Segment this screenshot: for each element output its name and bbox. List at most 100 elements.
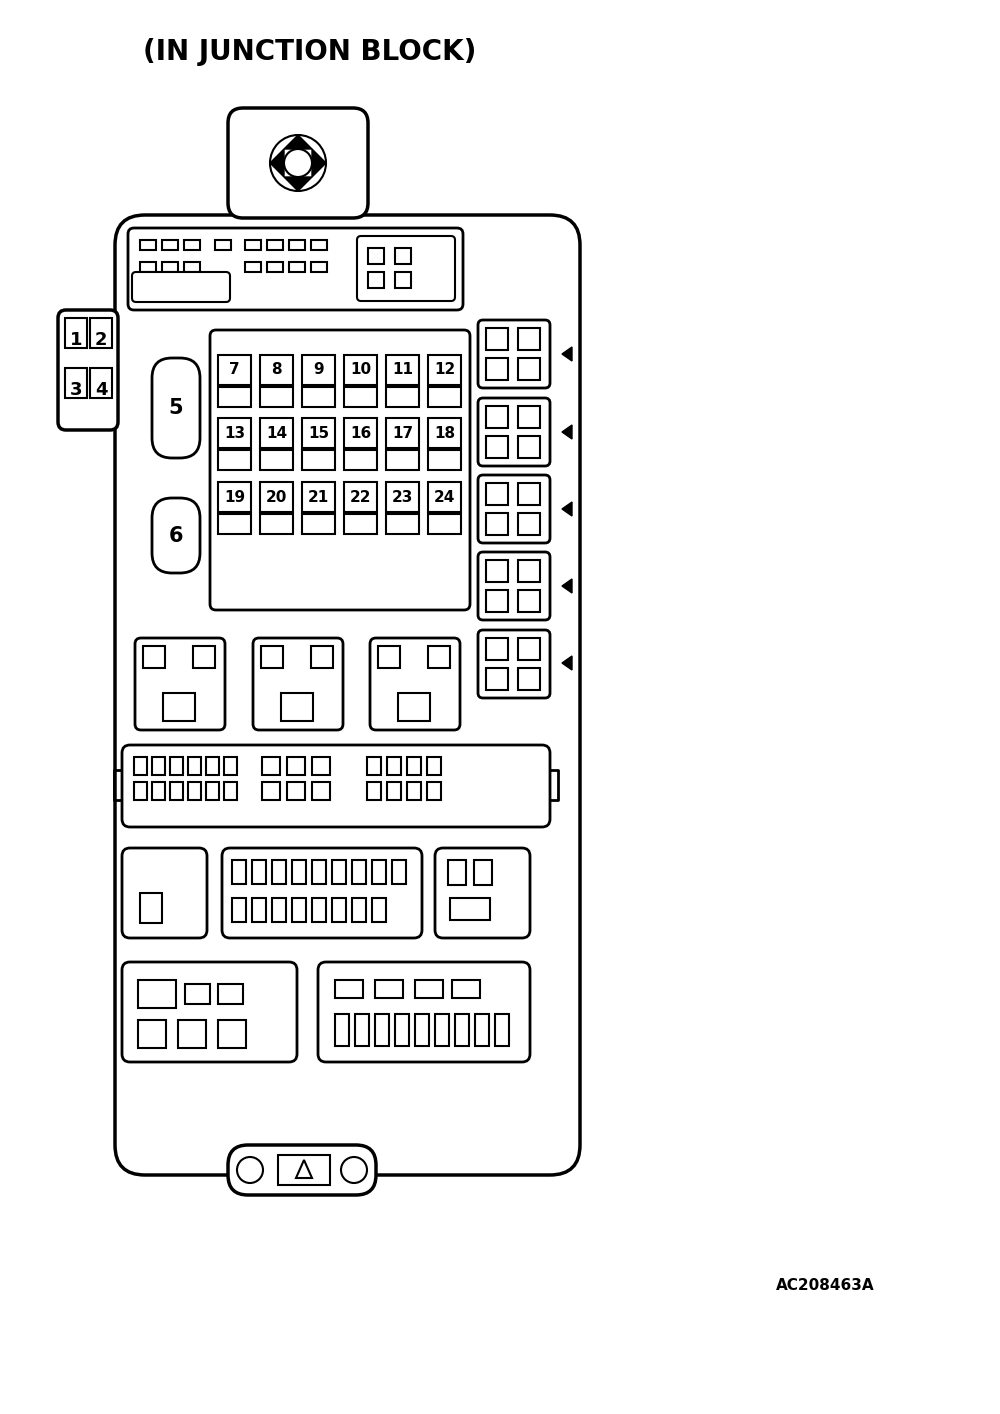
Bar bbox=[218, 1019, 246, 1048]
Bar bbox=[368, 247, 384, 264]
Bar bbox=[386, 387, 419, 407]
Bar bbox=[232, 860, 246, 884]
Bar bbox=[518, 358, 540, 380]
Bar bbox=[486, 328, 508, 351]
Circle shape bbox=[341, 1157, 367, 1184]
Text: 2: 2 bbox=[95, 331, 107, 349]
Bar bbox=[245, 240, 261, 250]
Bar bbox=[218, 450, 251, 469]
Bar bbox=[260, 482, 293, 512]
Polygon shape bbox=[562, 578, 572, 592]
Bar bbox=[312, 898, 326, 922]
Bar bbox=[344, 355, 377, 385]
Bar bbox=[387, 756, 401, 775]
Bar bbox=[344, 450, 377, 469]
Bar bbox=[415, 1014, 429, 1046]
Bar bbox=[486, 638, 508, 660]
Bar bbox=[178, 1019, 206, 1048]
Bar bbox=[184, 240, 200, 250]
FancyBboxPatch shape bbox=[478, 475, 550, 543]
Bar bbox=[368, 271, 384, 288]
FancyBboxPatch shape bbox=[253, 638, 343, 730]
Circle shape bbox=[237, 1157, 263, 1184]
Bar bbox=[267, 240, 283, 250]
Bar bbox=[332, 898, 346, 922]
Bar bbox=[302, 515, 335, 534]
Bar bbox=[218, 984, 243, 1004]
Bar bbox=[486, 590, 508, 612]
Polygon shape bbox=[284, 177, 312, 191]
Bar bbox=[252, 860, 266, 884]
Text: AC208463A: AC208463A bbox=[776, 1277, 875, 1292]
FancyBboxPatch shape bbox=[58, 310, 118, 430]
FancyBboxPatch shape bbox=[478, 631, 550, 699]
Bar bbox=[375, 1014, 389, 1046]
FancyBboxPatch shape bbox=[228, 1145, 376, 1195]
Text: 24: 24 bbox=[434, 489, 455, 505]
Bar bbox=[289, 262, 305, 271]
Bar bbox=[486, 358, 508, 380]
Bar bbox=[302, 355, 335, 385]
Bar bbox=[206, 782, 219, 800]
Bar bbox=[448, 860, 466, 885]
Bar bbox=[311, 646, 333, 667]
Bar bbox=[140, 240, 156, 250]
Text: 18: 18 bbox=[434, 426, 455, 441]
Text: 11: 11 bbox=[392, 362, 413, 378]
FancyBboxPatch shape bbox=[132, 271, 230, 303]
Bar bbox=[188, 782, 201, 800]
Bar bbox=[292, 860, 306, 884]
Bar bbox=[386, 450, 419, 469]
FancyBboxPatch shape bbox=[210, 329, 470, 609]
Bar bbox=[486, 484, 508, 505]
FancyBboxPatch shape bbox=[435, 848, 530, 937]
Bar bbox=[262, 756, 280, 775]
Bar bbox=[486, 436, 508, 458]
Bar bbox=[518, 560, 540, 583]
Bar bbox=[218, 419, 251, 448]
Bar bbox=[138, 980, 176, 1008]
Circle shape bbox=[284, 148, 312, 177]
Bar bbox=[486, 406, 508, 428]
Bar bbox=[138, 1019, 166, 1048]
Bar bbox=[452, 980, 480, 998]
Bar bbox=[474, 860, 492, 885]
Bar bbox=[518, 406, 540, 428]
Bar bbox=[367, 756, 381, 775]
FancyBboxPatch shape bbox=[115, 215, 580, 1175]
Bar bbox=[344, 419, 377, 448]
Bar bbox=[232, 898, 246, 922]
Bar bbox=[193, 646, 215, 667]
Text: 9: 9 bbox=[313, 362, 324, 378]
Bar bbox=[398, 693, 430, 721]
Bar bbox=[486, 513, 508, 534]
Circle shape bbox=[270, 134, 326, 191]
Text: 19: 19 bbox=[224, 489, 245, 505]
Bar bbox=[90, 368, 112, 397]
Bar bbox=[332, 860, 346, 884]
Text: 10: 10 bbox=[350, 362, 371, 378]
Bar bbox=[261, 646, 283, 667]
Bar bbox=[267, 262, 283, 271]
Bar bbox=[289, 240, 305, 250]
Bar bbox=[386, 355, 419, 385]
Bar bbox=[387, 782, 401, 800]
Bar bbox=[395, 1014, 409, 1046]
Text: 20: 20 bbox=[266, 489, 287, 505]
Bar bbox=[170, 782, 183, 800]
Bar bbox=[352, 898, 366, 922]
Bar bbox=[272, 860, 286, 884]
Bar bbox=[344, 482, 377, 512]
Bar bbox=[152, 756, 165, 775]
Bar bbox=[162, 262, 178, 271]
Bar bbox=[215, 240, 231, 250]
Bar bbox=[188, 756, 201, 775]
Bar bbox=[335, 1014, 349, 1046]
Bar bbox=[170, 756, 183, 775]
Text: 8: 8 bbox=[271, 362, 282, 378]
FancyBboxPatch shape bbox=[122, 848, 207, 937]
Bar bbox=[224, 782, 237, 800]
Bar bbox=[260, 515, 293, 534]
FancyBboxPatch shape bbox=[122, 962, 297, 1062]
Bar bbox=[407, 782, 421, 800]
